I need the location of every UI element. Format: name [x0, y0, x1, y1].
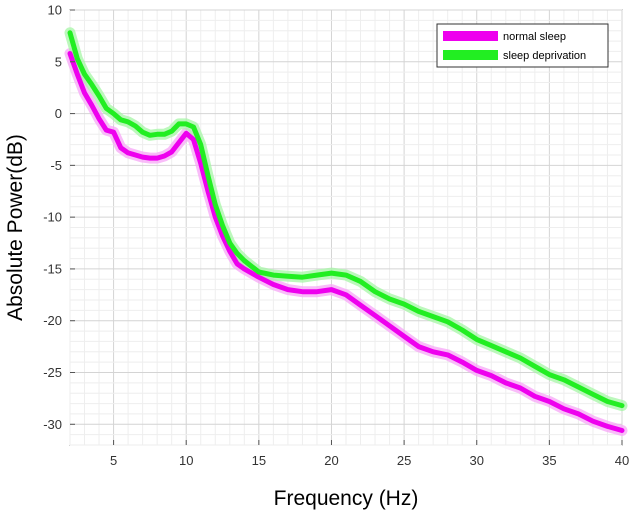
- x-tick-label: 30: [470, 453, 484, 468]
- x-tick-label: 15: [252, 453, 266, 468]
- x-tick-label: 40: [615, 453, 629, 468]
- series-lines: [67, 30, 625, 433]
- x-tick-label: 35: [542, 453, 556, 468]
- x-tick-label: 20: [324, 453, 338, 468]
- y-tick-label: -15: [43, 261, 62, 276]
- y-tick-label: -5: [50, 158, 62, 173]
- x-axis-title: Frequency (Hz): [274, 487, 419, 510]
- y-tick-label: -10: [43, 210, 62, 225]
- series-line-normal-sleep: [67, 51, 625, 433]
- series-line-sleep-deprivation: [67, 30, 625, 409]
- axis-ticks: 5 10 15 20 25 30 35 40 10 5 0 -5 -10 -15 -20 -25 -30: [43, 3, 629, 469]
- legend: normal sleep sleep deprivation: [436, 23, 609, 68]
- y-tick-label: 10: [48, 3, 62, 18]
- y-tick-label: 5: [55, 54, 62, 69]
- y-axis-title: Absolute Power(dB): [4, 134, 27, 321]
- y-tick-label: -20: [43, 313, 62, 328]
- x-tick-label: 10: [179, 453, 193, 468]
- y-tick-label: -25: [43, 365, 62, 380]
- legend-swatch: [443, 31, 498, 41]
- legend-label: normal sleep: [503, 31, 566, 43]
- legend-label: sleep deprivation: [503, 50, 586, 62]
- y-tick-label: 0: [55, 106, 62, 121]
- legend-swatch: [443, 50, 498, 60]
- x-tick-label: 5: [110, 453, 117, 468]
- y-tick-label: -30: [43, 417, 62, 432]
- plot-area: 5 10 15 20 25 30 35 40 10 5 0 -5 -10 -15 -20 -25 -30: [43, 3, 629, 469]
- x-tick-label: 25: [397, 453, 411, 468]
